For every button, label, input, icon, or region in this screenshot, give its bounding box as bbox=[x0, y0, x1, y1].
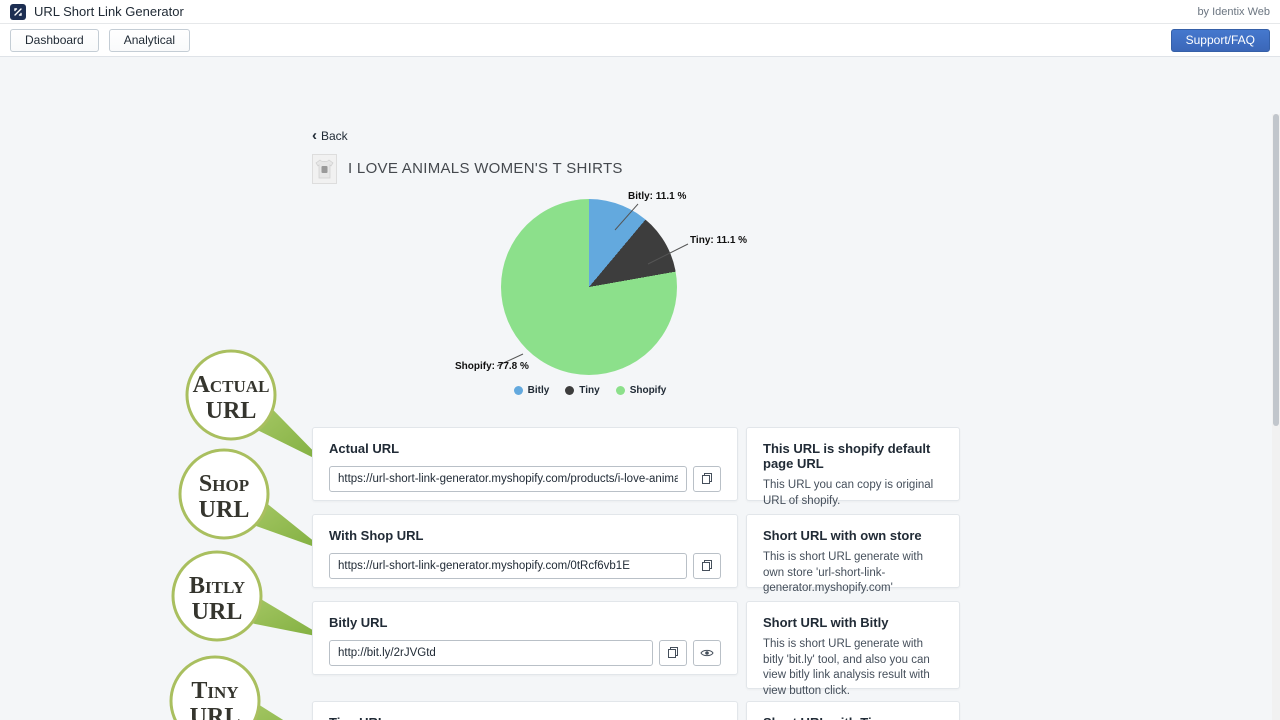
note-title: Short URL with Tiny bbox=[763, 715, 943, 720]
note-text: This URL you can copy is original URL of… bbox=[763, 479, 934, 507]
leader-lines bbox=[496, 203, 689, 367]
product-title: I LOVE ANIMALS WOMEN'S T SHIRTS bbox=[348, 160, 623, 177]
copy-icon bbox=[667, 646, 679, 661]
brand: URL Short Link Generator bbox=[10, 3, 184, 20]
legend-label: Shopify bbox=[629, 385, 667, 396]
legend-item: Shopify bbox=[615, 385, 667, 396]
back-label: Back bbox=[321, 129, 348, 143]
back-link[interactable]: ‹ Back bbox=[312, 127, 348, 144]
note-actual-url: This URL is shopify default page URL Thi… bbox=[746, 427, 960, 507]
legend-dot bbox=[615, 386, 625, 395]
dashboard-button[interactable]: Dashboard bbox=[10, 28, 99, 52]
legend-label: Tiny bbox=[579, 385, 600, 396]
card-title: Actual URL bbox=[329, 441, 400, 456]
note-bitly-url: Short URL with Bitly This is short URL g… bbox=[746, 601, 960, 697]
copy-icon bbox=[701, 472, 713, 487]
card-title: With Shop URL bbox=[329, 528, 424, 543]
card-title: Tiny URL bbox=[329, 715, 721, 720]
callout-actual-line2: URL bbox=[206, 398, 257, 424]
copy-icon bbox=[701, 559, 713, 574]
shop-url-input[interactable] bbox=[329, 553, 687, 579]
callout-badges: Actual URL Shop URL Bitly URL Tiny URL bbox=[169, 349, 331, 720]
slice-label-bitly: Bitly: 11.1 % bbox=[628, 191, 687, 202]
note-title: Short URL with own store bbox=[763, 528, 922, 543]
app-title: URL Short Link Generator bbox=[34, 4, 184, 19]
legend-label: Bitly bbox=[527, 385, 550, 396]
note-title: Short URL with Bitly bbox=[763, 615, 889, 630]
support-faq-button[interactable]: Support/FAQ bbox=[1170, 28, 1270, 52]
note-title: This URL is shopify default page URL bbox=[763, 441, 931, 471]
callout-shop-line2: URL bbox=[199, 497, 250, 523]
bitly-url-input[interactable] bbox=[329, 640, 653, 666]
slice-label-tiny: Tiny: 11.1 % bbox=[690, 235, 748, 246]
product-thumbnail bbox=[312, 154, 337, 184]
actual-url-input[interactable] bbox=[329, 466, 687, 492]
note-shop-url: Short URL with own store This is short U… bbox=[746, 514, 960, 594]
copy-button[interactable] bbox=[693, 466, 721, 492]
view-button[interactable] bbox=[693, 640, 721, 666]
slice-label-shopify: Shopify: 77.8 % bbox=[455, 361, 529, 372]
callout-bitly-line1: Bitly bbox=[189, 573, 245, 599]
card-tiny-url: Tiny URL bbox=[312, 701, 738, 720]
byline: by Identix Web bbox=[1197, 5, 1270, 18]
main-content: ‹ Back I LOVE ANIMALS WOMEN'S T SHIRTS B… bbox=[0, 57, 1280, 720]
pie bbox=[501, 199, 677, 375]
app-logo-icon bbox=[10, 3, 26, 20]
note-text: This is short URL generate with bitly 'b… bbox=[763, 638, 930, 697]
copy-button[interactable] bbox=[659, 640, 687, 666]
callout-tiny-line2: URL bbox=[190, 704, 241, 720]
card-shop-url: With Shop URL bbox=[312, 514, 738, 588]
callout-actual-line1: Actual bbox=[193, 372, 270, 398]
card-bitly-url: Bitly URL bbox=[312, 601, 738, 675]
chevron-left-icon: ‹ bbox=[312, 127, 317, 144]
card-title: Bitly URL bbox=[329, 615, 388, 630]
callout-shop-line1: Shop bbox=[199, 471, 249, 497]
note-text: This is short URL generate with own stor… bbox=[763, 551, 924, 595]
chart-legend: Bitly Tiny Shopify bbox=[480, 385, 700, 396]
card-actual-url: Actual URL bbox=[312, 427, 738, 501]
legend-dot bbox=[565, 386, 575, 395]
legend-dot bbox=[513, 386, 523, 395]
legend-item: Tiny bbox=[565, 385, 600, 396]
callout-tiny-line1: Tiny bbox=[191, 678, 238, 704]
scrollbar-thumb[interactable] bbox=[1273, 114, 1279, 426]
callout-bitly-line2: URL bbox=[192, 599, 243, 625]
copy-button[interactable] bbox=[693, 553, 721, 579]
eye-icon bbox=[700, 646, 714, 661]
note-tiny-url: Short URL with Tiny This is short URL ge… bbox=[746, 701, 960, 720]
top-bar: URL Short Link Generator by Identix Web bbox=[0, 0, 1280, 24]
analytical-button[interactable]: Analytical bbox=[108, 28, 191, 52]
legend-item: Bitly bbox=[513, 385, 550, 396]
nav-bar: Dashboard Analytical Support/FAQ bbox=[0, 24, 1280, 57]
